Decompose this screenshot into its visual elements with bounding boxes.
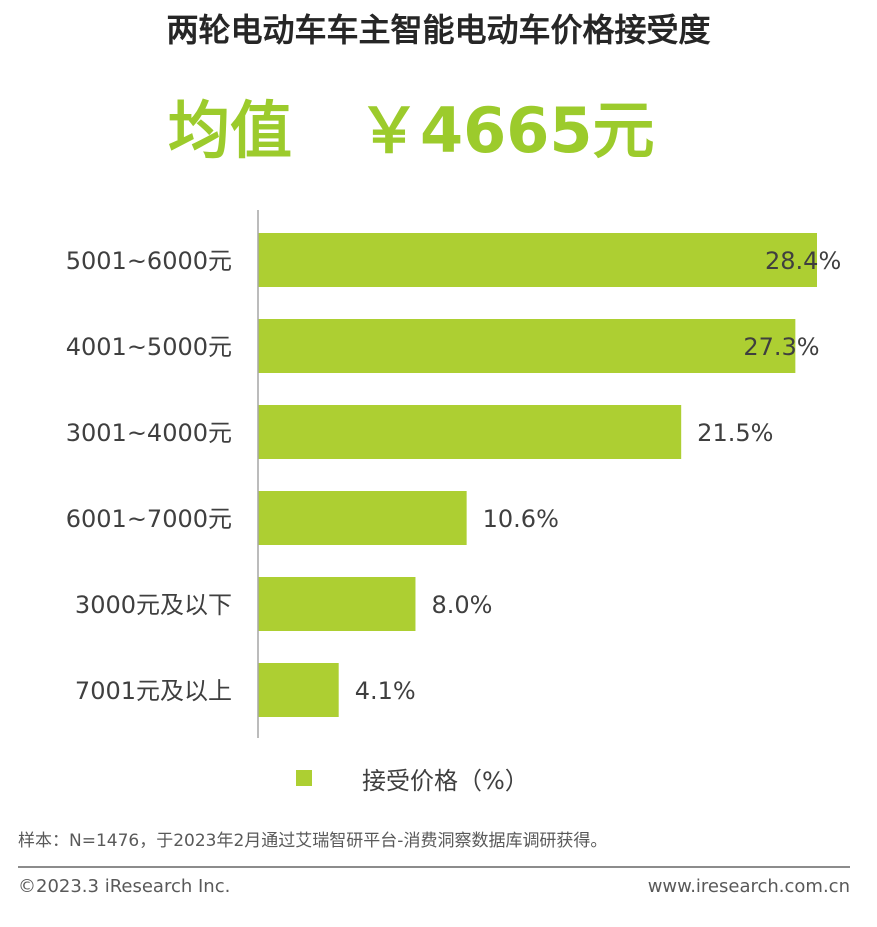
copyright-text: ©2023.3 iResearch Inc. [18, 876, 231, 897]
bar [258, 405, 682, 459]
bar [258, 663, 339, 717]
category-label: 6001~7000元 [66, 505, 232, 533]
category-label: 3001~4000元 [66, 419, 232, 447]
footer-divider [18, 866, 850, 868]
value-label: 28.4% [765, 247, 841, 275]
value-label: 8.0% [431, 591, 492, 619]
bar-chart: 5001~6000元 28.4% 4001~5000元 27.3% 3001~4000元… [66, 210, 841, 738]
category-label: 4001~5000元 [66, 333, 232, 361]
category-label: 3000元及以下 [75, 591, 232, 619]
value-label: 10.6% [483, 505, 559, 533]
mean-value: ￥4665元 [358, 94, 655, 167]
value-label: 27.3% [743, 333, 819, 361]
category-label: 5001~6000元 [66, 247, 232, 275]
mean-label: 均值 [168, 94, 293, 167]
website-text: www.iresearch.com.cn [647, 876, 850, 897]
bar [258, 319, 796, 373]
category-label: 7001元及以上 [75, 677, 232, 705]
chart-title: 两轮电动车车主智能电动车价格接受度 [166, 11, 711, 49]
legend-swatch [296, 770, 312, 786]
legend-label: 接受价格（%） [362, 766, 529, 795]
bar [258, 233, 817, 287]
mean-price: 均值 ￥4665元 [168, 86, 655, 176]
bar [258, 491, 467, 545]
legend: 接受价格（%） [296, 760, 529, 796]
value-label: 4.1% [355, 677, 416, 705]
bar [258, 577, 416, 631]
value-label: 21.5% [697, 419, 773, 447]
sample-note: 样本：N=1476，于2023年2月通过艾瑞智研平台-消费洞察数据库调研获得。 [18, 831, 608, 851]
